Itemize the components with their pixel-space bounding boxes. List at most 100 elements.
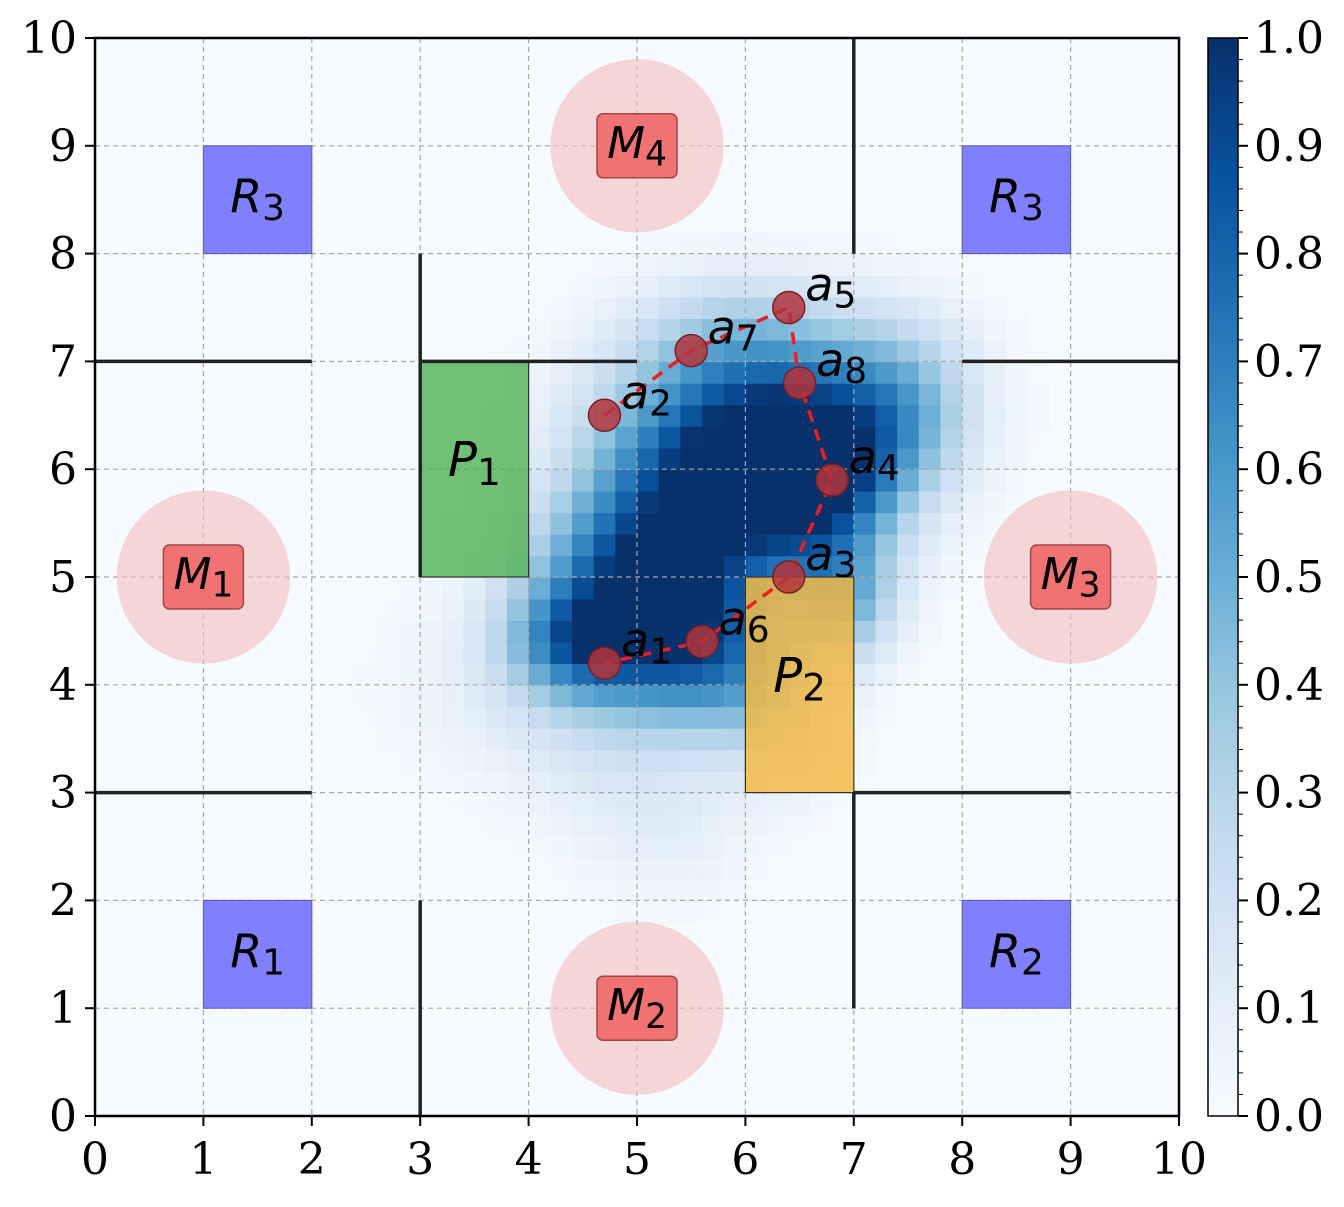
heat-cell <box>420 749 443 772</box>
colorbar-tick-label: 0.4 <box>1254 660 1324 711</box>
heat-cell <box>376 620 400 643</box>
heat-cell <box>745 533 768 557</box>
heat-cell <box>680 447 703 470</box>
x-tick-label: 7 <box>840 1134 868 1185</box>
heat-cell <box>940 361 963 384</box>
trajectory-point <box>587 398 622 433</box>
heat-cell <box>441 641 465 665</box>
heat-cell <box>528 533 552 557</box>
heat-cell <box>637 620 660 643</box>
heat-cell <box>355 663 378 686</box>
heat-cell <box>788 447 812 470</box>
heat-cell <box>658 404 682 427</box>
heat-cell <box>355 641 378 665</box>
heat-cell <box>571 361 595 384</box>
heat-cell <box>962 361 985 384</box>
heat-cell <box>550 512 573 535</box>
heat-cell <box>918 598 942 621</box>
heat-cell <box>897 641 920 665</box>
heat-cell <box>897 684 920 708</box>
heat-cell <box>571 598 595 621</box>
heat-cell <box>528 296 552 320</box>
heat-cell <box>767 533 790 557</box>
heat-cell <box>376 706 400 729</box>
heat-cell <box>593 533 617 557</box>
heat-cell <box>767 210 790 233</box>
heat-cell <box>788 426 812 449</box>
heat-cell <box>658 878 682 902</box>
heat-cell <box>680 900 703 923</box>
heat-cell <box>832 490 855 514</box>
heat-cell <box>463 749 487 772</box>
heat-cell <box>853 296 877 320</box>
heat-cell <box>485 749 508 772</box>
heat-cell <box>723 404 747 427</box>
heat-cell <box>940 275 963 298</box>
heat-cell <box>441 749 465 772</box>
heat-cell <box>918 620 942 643</box>
heat-cell <box>897 533 920 557</box>
heat-cell <box>571 447 595 470</box>
heat-cell <box>723 684 747 708</box>
heat-cell <box>983 447 1007 470</box>
heat-cell <box>550 684 573 708</box>
heat-cell <box>745 404 768 427</box>
heat-cell <box>593 296 617 320</box>
heat-cell <box>637 275 660 298</box>
heat-cell <box>528 447 552 470</box>
heat-cell <box>745 835 768 859</box>
heat-cell <box>485 577 508 600</box>
room-group: R3 R3 R1 R2 P1 P2 <box>202 145 1072 1009</box>
heat-cell <box>767 469 790 492</box>
heat-cell <box>615 598 638 621</box>
heat-cell <box>702 361 725 384</box>
heat-cell <box>962 318 985 341</box>
heat-cell <box>485 727 508 751</box>
heat-cell <box>615 555 638 578</box>
heat-cell <box>897 469 920 492</box>
heat-cell <box>463 620 487 643</box>
heat-cell <box>875 512 898 535</box>
heat-cell <box>897 512 920 535</box>
heat-cell <box>745 361 768 384</box>
heat-cell <box>897 318 920 341</box>
heat-cell <box>550 620 573 643</box>
heat-cell <box>853 382 877 406</box>
heat-cell <box>875 555 898 578</box>
heat-cell <box>550 447 573 470</box>
heat-cell <box>615 792 638 815</box>
heat-cell <box>702 878 725 902</box>
heat-cell <box>723 792 747 815</box>
heat-cell <box>463 771 487 794</box>
heat-cell <box>615 318 638 341</box>
heat-cell <box>658 490 682 514</box>
y-tick-label: 6 <box>49 444 77 495</box>
heat-cell <box>571 771 595 794</box>
heat-cell <box>1005 382 1029 406</box>
heat-cell <box>875 232 898 255</box>
heat-cell <box>1027 339 1050 363</box>
heat-cell <box>658 598 682 621</box>
heat-cell <box>506 792 530 815</box>
heat-cell <box>680 533 703 557</box>
heat-cell <box>485 663 508 686</box>
heat-cell <box>940 555 963 578</box>
heat-cell <box>680 426 703 449</box>
heat-cell <box>637 878 660 902</box>
heat-cell <box>571 684 595 708</box>
heat-cell <box>875 706 898 729</box>
heat-cell <box>680 835 703 859</box>
heat-cell <box>658 792 682 815</box>
heat-cell <box>637 404 660 427</box>
heat-cell <box>658 641 682 665</box>
heat-cell <box>506 318 530 341</box>
heat-cell <box>550 555 573 578</box>
heat-cell <box>918 339 942 363</box>
heat-cell <box>918 275 942 298</box>
heat-cell <box>853 253 877 276</box>
heat-cell <box>918 512 942 535</box>
heat-cell <box>658 814 682 837</box>
heat-cell <box>723 878 747 902</box>
heat-cell <box>832 512 855 535</box>
heat-cell <box>528 684 552 708</box>
